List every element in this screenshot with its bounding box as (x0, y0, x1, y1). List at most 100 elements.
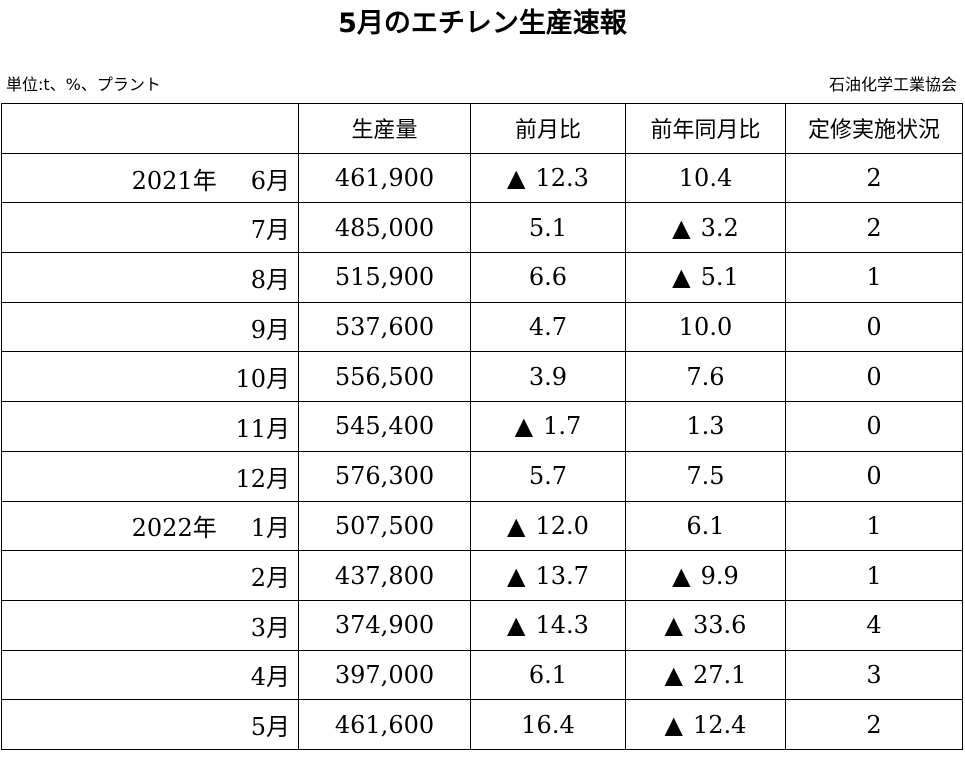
percent-value: 12.0 (535, 511, 589, 540)
production-cell: 576,300 (298, 450, 471, 502)
month-label: 10月 (235, 365, 290, 394)
year-label: 2022年 (131, 514, 217, 543)
percent-value: 12.3 (535, 164, 589, 193)
production-cell: 461,600 (298, 699, 471, 750)
maintenance-cell: 1 (785, 550, 963, 601)
mom-cell: ▲ 12.0 (470, 500, 626, 552)
percent-value: 13.7 (535, 561, 589, 590)
negative-triangle-icon: ▲ (664, 611, 684, 640)
maintenance-cell: 0 (785, 351, 963, 403)
table-row: 5月 461,600 16.4 ▲ 12.4 2 (1, 699, 963, 750)
maintenance-cell: 0 (785, 450, 963, 502)
percent-value: 16.4 (521, 710, 575, 739)
unit-label: 単位:t、%、プラント (6, 75, 161, 94)
yoy-cell: ▲ 27.1 (625, 649, 786, 701)
percent-value: 1.3 (686, 412, 725, 441)
mom-cell: ▲ 13.7 (470, 550, 626, 601)
percent-value: 5.1 (528, 213, 568, 242)
production-cell: 461,900 (298, 152, 471, 204)
percent-value: 5.1 (700, 263, 739, 292)
period-cell: 11月 (1, 401, 299, 452)
yoy-cell: 7.5 (625, 450, 786, 502)
production-cell: 537,600 (298, 301, 471, 353)
period-cell: 2月 (1, 550, 299, 601)
yoy-cell: ▲ 12.4 (625, 699, 786, 750)
percent-value: 5.7 (528, 462, 568, 491)
table-body: 2021年 6月 461,900 ▲ 12.3 10.4 2 7月 485,000 5.1 ▲ 3.2… (1, 152, 963, 750)
header-mom: 前月比 (470, 103, 626, 154)
month-label: 2月 (250, 564, 290, 593)
mom-cell: 4.7 (470, 301, 626, 353)
yoy-cell: 6.1 (625, 500, 786, 552)
yoy-cell: ▲ 33.6 (625, 599, 786, 651)
production-cell: 545,400 (298, 401, 471, 452)
production-cell: 515,900 (298, 252, 471, 303)
month-label: 9月 (250, 315, 290, 344)
table-header-row: 生産量 前月比 前年同月比 定修実施状況 (1, 103, 963, 154)
maintenance-cell: 1 (785, 252, 963, 303)
percent-value: 27.1 (693, 660, 747, 689)
mom-cell: ▲ 14.3 (470, 599, 626, 651)
percent-value: 1.7 (543, 412, 582, 441)
percent-value: 6.1 (528, 660, 568, 689)
percent-value: 7.5 (686, 462, 725, 491)
mom-cell: 6.1 (470, 649, 626, 701)
percent-value: 14.3 (535, 611, 589, 640)
negative-triangle-icon: ▲ (507, 511, 526, 540)
source-label: 石油化学工業協会 (828, 75, 957, 94)
header-production: 生産量 (298, 103, 471, 154)
mom-cell: 16.4 (470, 699, 626, 750)
negative-triangle-icon: ▲ (507, 611, 526, 640)
production-cell: 437,800 (298, 550, 471, 601)
table-row: 2021年 6月 461,900 ▲ 12.3 10.4 2 (1, 152, 963, 204)
table-row: 9月 537,600 4.7 10.0 0 (1, 301, 963, 353)
maintenance-cell: 1 (785, 500, 963, 552)
percent-value: 10.4 (678, 164, 733, 193)
yoy-cell: 1.3 (625, 401, 786, 452)
month-label: 4月 (250, 663, 290, 692)
maintenance-cell: 4 (785, 599, 963, 651)
mom-cell: ▲ 12.3 (470, 152, 626, 204)
percent-value: 9.9 (700, 561, 739, 590)
mom-cell: ▲ 1.7 (470, 401, 626, 452)
yoy-cell: 7.6 (625, 351, 786, 403)
negative-triangle-icon: ▲ (672, 561, 691, 590)
production-cell: 485,000 (298, 202, 471, 254)
yoy-cell: 10.4 (625, 152, 786, 204)
negative-triangle-icon: ▲ (664, 710, 684, 739)
table-row: 11月 545,400 ▲ 1.7 1.3 0 (1, 401, 963, 452)
table-row: 7月 485,000 5.1 ▲ 3.2 2 (1, 202, 963, 254)
period-cell: 2021年 6月 (1, 152, 299, 204)
period-cell: 8月 (1, 252, 299, 303)
table-row: 12月 576,300 5.7 7.5 0 (1, 450, 963, 502)
period-cell: 10月 (1, 351, 299, 403)
table-row: 2月 437,800 ▲ 13.7 ▲ 9.9 1 (1, 550, 963, 601)
percent-value: 3.9 (528, 362, 568, 391)
percent-value: 12.4 (693, 710, 747, 739)
percent-value: 4.7 (528, 313, 568, 342)
yoy-cell: 10.0 (625, 301, 786, 353)
month-label: 11月 (235, 414, 290, 443)
percent-value: 6.6 (528, 263, 568, 292)
header-period (1, 103, 299, 154)
maintenance-cell: 2 (785, 699, 963, 750)
period-cell: 5月 (1, 699, 299, 750)
negative-triangle-icon: ▲ (507, 561, 526, 590)
production-cell: 507,500 (298, 500, 471, 552)
month-label: 5月 (250, 713, 290, 742)
table-row: 10月 556,500 3.9 7.6 0 (1, 351, 963, 403)
mom-cell: 5.1 (470, 202, 626, 254)
production-cell: 556,500 (298, 351, 471, 403)
mom-cell: 3.9 (470, 351, 626, 403)
ethylene-production-table: 生産量 前月比 前年同月比 定修実施状況 2021年 6月 461,900 ▲ 12.3… (1, 103, 963, 750)
negative-triangle-icon: ▲ (664, 660, 684, 689)
page-title: 5月のエチレン生産速報 (338, 8, 627, 39)
table-row: 3月 374,900 ▲ 14.3 ▲ 33.6 4 (1, 599, 963, 651)
negative-triangle-icon: ▲ (672, 213, 691, 242)
period-cell: 2022年 1月 (1, 500, 299, 552)
mom-cell: 5.7 (470, 450, 626, 502)
period-cell: 3月 (1, 599, 299, 651)
percent-value: 10.0 (678, 313, 733, 342)
yoy-cell: ▲ 5.1 (625, 252, 786, 303)
table-row: 4月 397,000 6.1 ▲ 27.1 3 (1, 649, 963, 701)
